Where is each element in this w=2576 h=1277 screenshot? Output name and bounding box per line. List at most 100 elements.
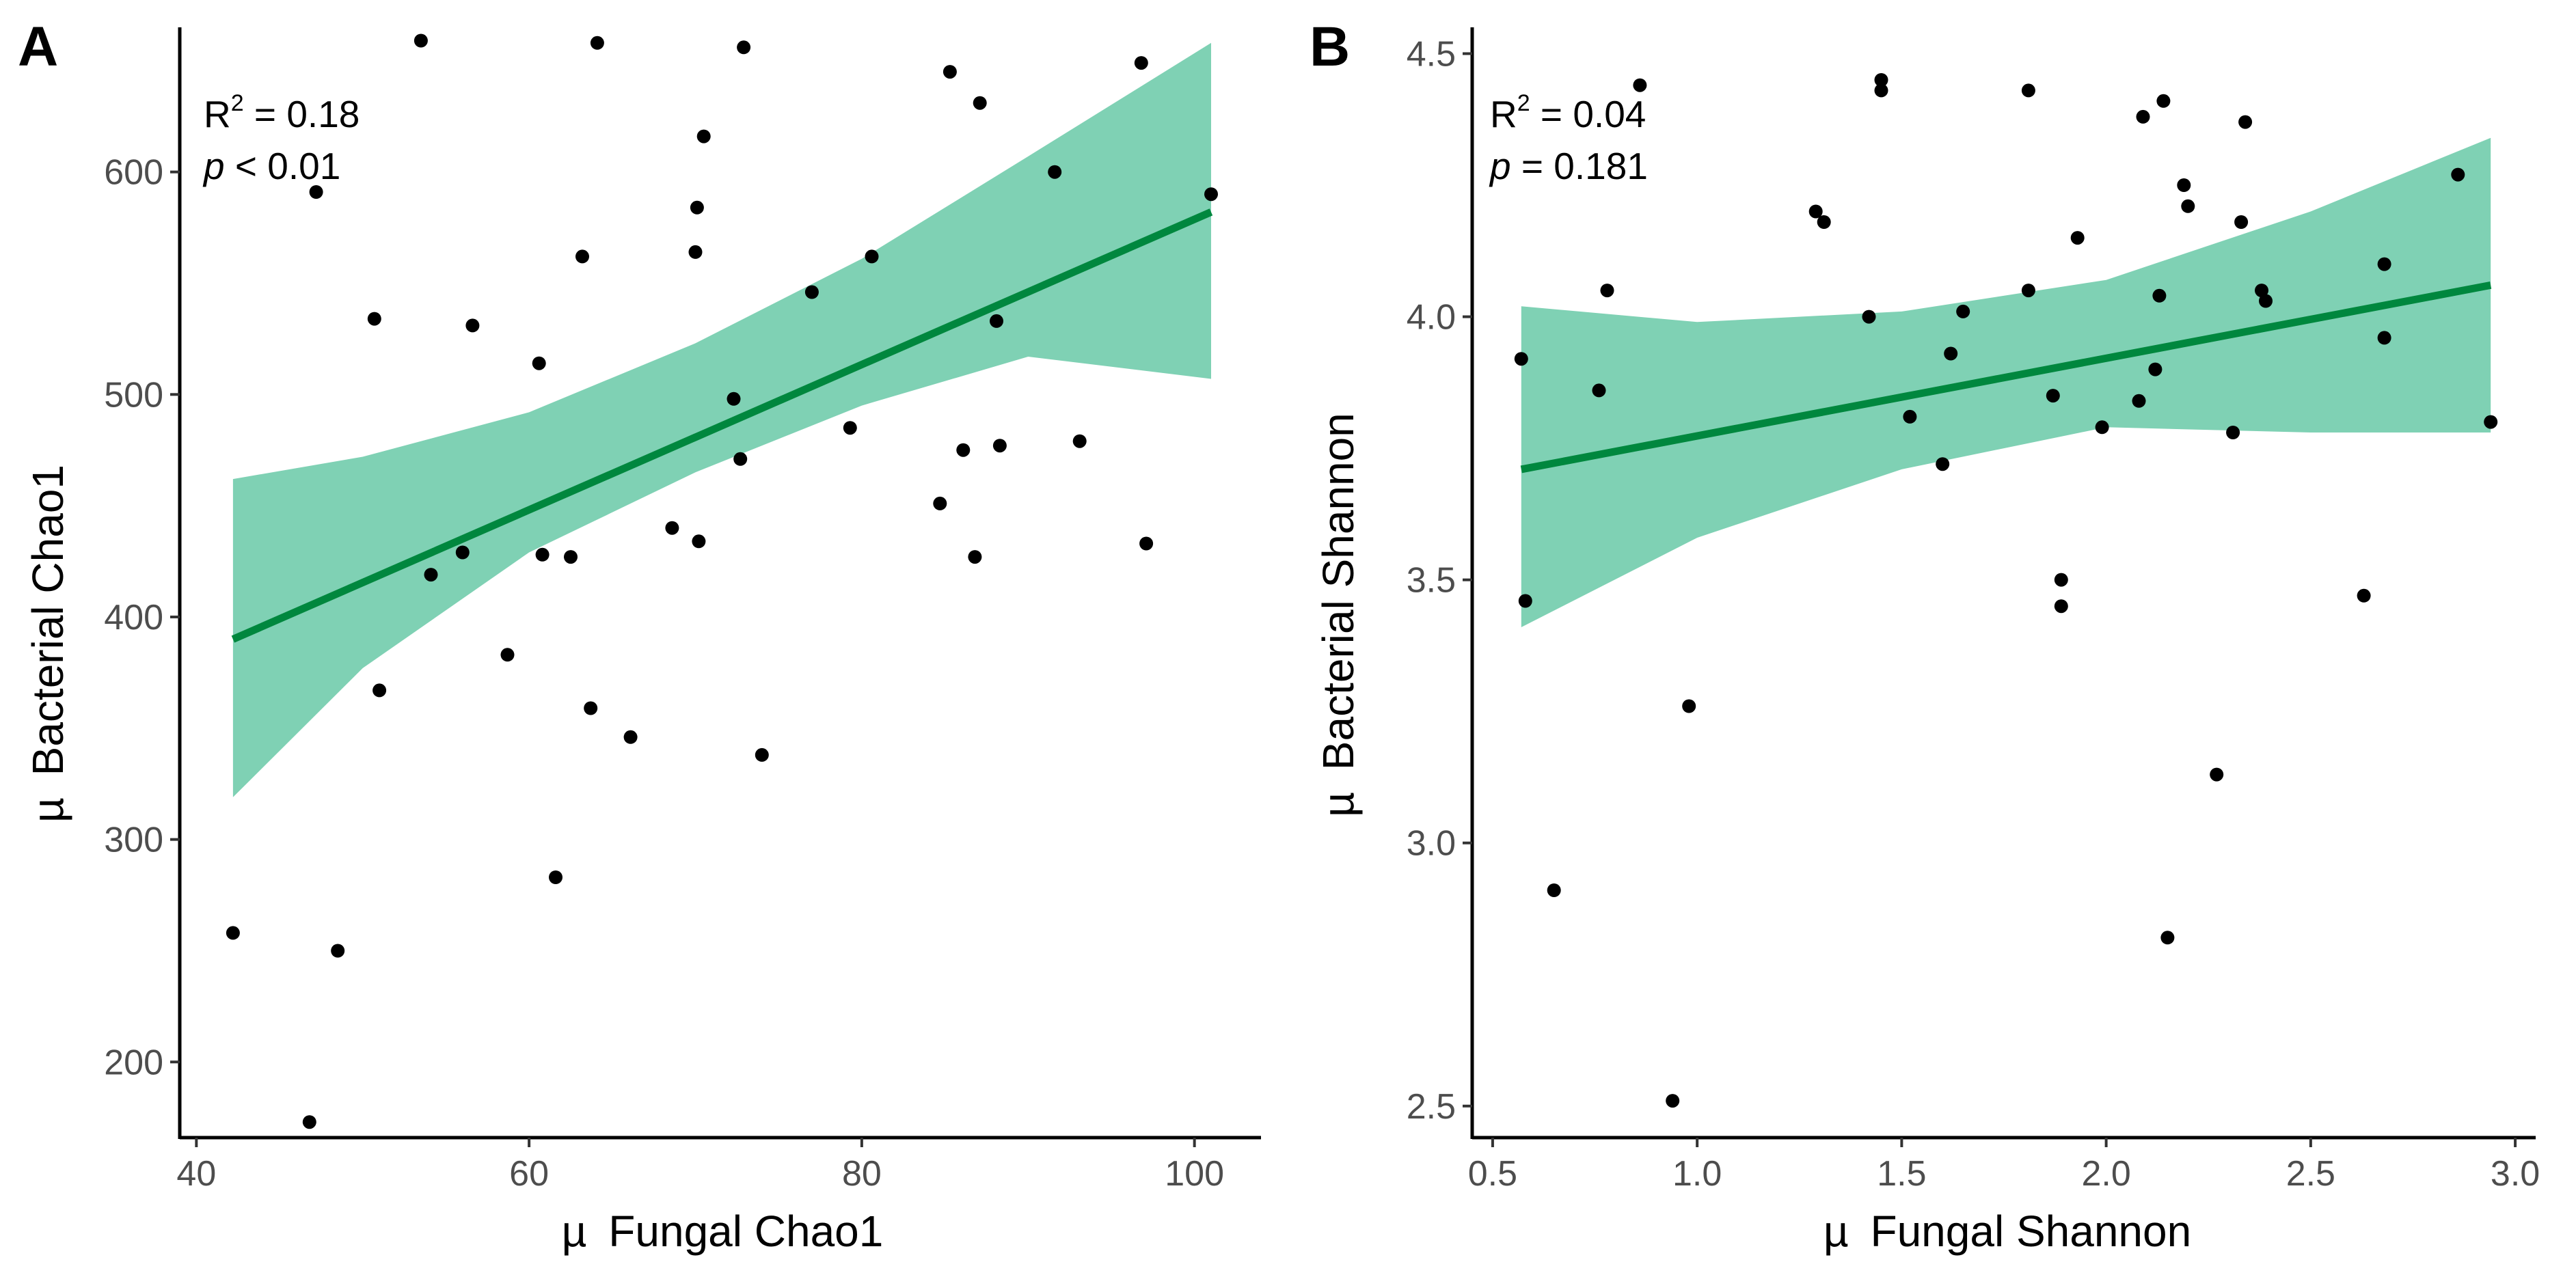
panel-b-x-tick-label: 3.0 — [2491, 1154, 2540, 1194]
panel-a-data-point-10 — [500, 648, 515, 662]
panel-b-p-label: p — [1489, 145, 1511, 187]
panel-a-data-point-20 — [688, 245, 703, 259]
panel-b-data-point-30 — [2177, 178, 2191, 192]
panel-b-data-point-10 — [1862, 310, 1876, 324]
panel-b-data-point-36 — [2255, 284, 2268, 298]
panel-a-data-point-23 — [696, 129, 711, 143]
panel-b-r2-sup: 2 — [1517, 90, 1530, 116]
panel-a-y-tick-label: 200 — [104, 1043, 163, 1082]
panel-b-data-point-19 — [2046, 389, 2060, 403]
panel-a-data-point-13 — [549, 870, 562, 884]
panel-b-data-point-42 — [2484, 415, 2498, 429]
panel-a-r2-sup: 2 — [231, 90, 244, 116]
panel-b-x-axis-label: Fungal Shannon — [1870, 1207, 2191, 1256]
panel-b-data-point-14 — [1936, 457, 1950, 471]
panel-a-data-point-22 — [692, 534, 706, 549]
panel-b-data-point-12 — [1874, 83, 1888, 98]
panel-b-data-point-8 — [1808, 204, 1823, 219]
panel-a-data-point-38 — [1048, 165, 1062, 179]
panel-b-x-axis-title: µ Fungal Shannon — [1823, 1207, 2191, 1256]
panel-b-r2-label: R — [1490, 93, 1517, 135]
panel-b-data-point-33 — [2226, 426, 2240, 439]
panel-a-x-axis-label: Fungal Chao1 — [608, 1207, 883, 1256]
panel-a-data-point-30 — [865, 249, 879, 264]
panel-a-data-point-42 — [1204, 187, 1218, 202]
panel-a-data-point-19 — [665, 521, 679, 535]
panel-b-x-axis-mu: µ — [1823, 1207, 1849, 1256]
panel-b-data-point-32 — [2210, 767, 2224, 782]
panel-a-p-value: < 0.01 — [225, 145, 341, 187]
panel-a-data-point-15 — [575, 249, 589, 264]
panel-a-data-point-25 — [733, 452, 748, 466]
panel-b-data-point-22 — [2070, 231, 2085, 245]
panel-b-data-point-2 — [1547, 883, 1561, 897]
panel-b-data-point-21 — [2054, 599, 2068, 614]
panel-a-p-label: p — [202, 145, 225, 187]
panel-b-y-axis-title: µ Bacterial Shannon — [1314, 413, 1363, 817]
panel-b-data-point-27 — [2152, 288, 2167, 303]
panel-b-data-point-28 — [2156, 94, 2171, 108]
panel-a-data-point-18 — [623, 730, 638, 744]
panel-b-data-point-20 — [2054, 573, 2068, 587]
panel-a-data-point-1 — [302, 1115, 316, 1129]
panel-a-data-point-4 — [367, 312, 381, 326]
panel-a-y-axis-mu: µ — [23, 797, 72, 823]
panel-a-data-point-21 — [690, 200, 704, 215]
panel-a-data-point-7 — [424, 568, 438, 582]
panel-a-y-tick-label: 500 — [104, 375, 163, 415]
panel-b-data-point-34 — [2234, 215, 2249, 229]
panel-b-data-point-18 — [2021, 83, 2035, 98]
panel-a-y-tick-label: 600 — [104, 153, 163, 193]
panel-a-data-point-24 — [727, 392, 741, 406]
panel-b-x-tick-label: 2.0 — [2081, 1154, 2130, 1194]
panel-a-data-point-0 — [226, 926, 240, 940]
panel-b-y-tick-label: 3.0 — [1407, 824, 1456, 864]
panel-a-y-axis-title: µ Bacterial Chao1 — [23, 465, 72, 823]
panel-b-data-point-35 — [2238, 115, 2253, 129]
panel-a-data-point-28 — [804, 285, 819, 299]
panel-b-r2-value: = 0.04 — [1530, 93, 1646, 135]
panel-b-x-tick-label: 1.0 — [1672, 1154, 1722, 1194]
panel-b-y-tick-label: 3.5 — [1407, 561, 1456, 601]
panel-a-data-point-35 — [973, 96, 987, 110]
panel-b-confidence-band — [1521, 137, 2491, 627]
panel-b-data-point-3 — [1592, 383, 1606, 398]
panel-b-data-point-26 — [2148, 362, 2163, 376]
panel-a-r2-label: R — [204, 93, 231, 135]
panel-b-data-point-37 — [2259, 294, 2273, 308]
panel-a-data-point-16 — [584, 701, 598, 715]
panel-b-p-value: = 0.181 — [1511, 145, 1648, 187]
panel-a-data-point-2 — [309, 185, 323, 199]
panel-b: B 0.5 1.0 1.5 2.0 2.5 3.0 2.5 3.0 3.5 4.0 4.5 µ Fu… — [1310, 16, 2540, 1256]
panel-b-data-point-31 — [2181, 199, 2195, 213]
panel-a-data-point-5 — [372, 683, 387, 698]
panel-a-y-tick-label: 400 — [104, 598, 163, 637]
panel-b-label: B — [1310, 16, 1350, 78]
panel-a-data-point-32 — [943, 65, 957, 79]
panel-b-y-axis-mu: µ — [1314, 792, 1363, 817]
panel-a-data-point-9 — [465, 318, 480, 333]
panel-a-x-tick-label: 40 — [176, 1154, 216, 1194]
panel-b-x-tick-label: 2.5 — [2286, 1154, 2335, 1194]
panel-a-x-tick-label: 100 — [1165, 1154, 1224, 1194]
panel-a-data-point-40 — [1134, 56, 1148, 70]
panel-b-data-point-0 — [1514, 352, 1528, 366]
panel-b-data-point-16 — [1956, 304, 1970, 318]
panel-a-x-axis-mu: µ — [562, 1207, 587, 1256]
panel-a-data-point-34 — [968, 550, 982, 564]
panel-a-data-point-36 — [990, 314, 1003, 328]
panel-a-data-point-33 — [956, 443, 971, 457]
panel-a-r2-annotation: R2 = 0.18 — [204, 90, 360, 135]
panel-b-data-point-9 — [1817, 215, 1831, 229]
panel-b-data-point-6 — [1666, 1094, 1680, 1108]
panel-b-data-point-25 — [2136, 109, 2150, 124]
panel-a-data-point-29 — [843, 421, 857, 435]
panel-a-data-point-27 — [755, 747, 769, 762]
panel-a: A 40 60 80 100 200 300 400 500 600 µ Fungal Chao… — [18, 16, 1261, 1256]
panel-b-data-point-11 — [1874, 73, 1888, 87]
panel-a-data-point-14 — [564, 550, 578, 564]
panel-a-x-axis-title: µ Fungal Chao1 — [562, 1207, 884, 1256]
panel-a-confidence-band — [232, 42, 1211, 797]
panel-b-data-point-38 — [2357, 588, 2371, 603]
